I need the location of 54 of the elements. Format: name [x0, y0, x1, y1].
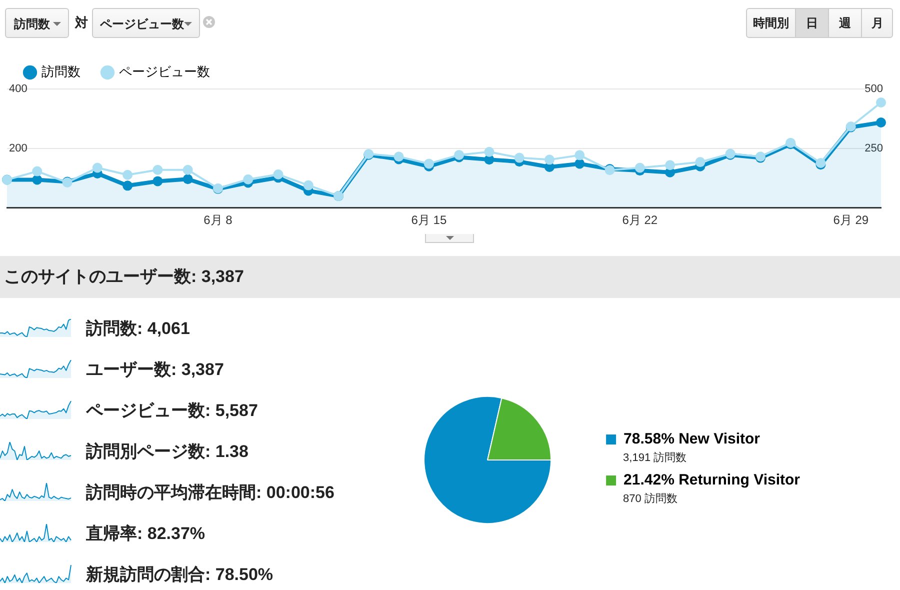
text: 週 [828, 9, 861, 37]
point [514, 152, 524, 163]
point [544, 154, 554, 165]
legend-label: ページビュー数 [119, 64, 210, 80]
point [634, 162, 645, 173]
point [303, 180, 314, 190]
point [665, 160, 676, 170]
text: 対 [75, 14, 88, 32]
text: 月 [861, 9, 893, 37]
y2-tick-label: 250 [864, 142, 883, 154]
text: 新規訪問の割合: 78.50% [86, 564, 274, 586]
text: 訪問数: 4,061 [86, 318, 190, 340]
text: ページビュー数: 5,587 [86, 400, 258, 422]
point [574, 158, 585, 169]
point [122, 180, 133, 191]
point [454, 150, 464, 160]
point [394, 152, 404, 162]
x-tick-label: 6月 8 [204, 213, 233, 228]
point [876, 118, 886, 128]
text: 870 訪問数 [623, 492, 678, 506]
text: 3,191 訪問数 [623, 451, 687, 464]
x-tick-label: 6月 22 [622, 213, 658, 228]
point [32, 174, 42, 185]
legend-label: 訪問数 [42, 64, 80, 80]
point [876, 98, 886, 108]
point [243, 174, 254, 184]
text: 時間別 [752, 15, 790, 32]
point [92, 162, 102, 173]
point [574, 150, 585, 160]
point [152, 164, 163, 175]
point [273, 169, 284, 180]
point [182, 174, 193, 184]
point [32, 166, 42, 176]
text: 日 [795, 9, 828, 37]
text: 訪問数 [14, 17, 50, 31]
x-tick-label: 6月 15 [411, 213, 447, 228]
text: このサイトのユーザー数: 3,387 [0, 256, 900, 298]
x-tick-label: 6月 29 [833, 213, 869, 228]
point [484, 146, 494, 157]
legend-label: 21.42% Returning Visitor [624, 472, 800, 489]
y-tick-label: 400 [9, 83, 28, 96]
text: 訪問別ページ数: 1.38 [86, 441, 248, 463]
point [152, 176, 163, 186]
y-tick-label: 200 [9, 142, 28, 154]
text: ユーザー数: 3,387 [86, 359, 224, 381]
legend-label: 78.58% New Visitor [624, 430, 760, 448]
text: ページビュー数 [100, 17, 184, 31]
text: 直帰率: 82.37% [86, 523, 206, 545]
point [182, 164, 193, 175]
point [122, 170, 133, 180]
y2-tick-label: 500 [864, 83, 883, 96]
text: 訪問時の平均滞在時間: 00:00:56 [86, 482, 334, 504]
point [695, 157, 706, 168]
point [424, 158, 434, 169]
